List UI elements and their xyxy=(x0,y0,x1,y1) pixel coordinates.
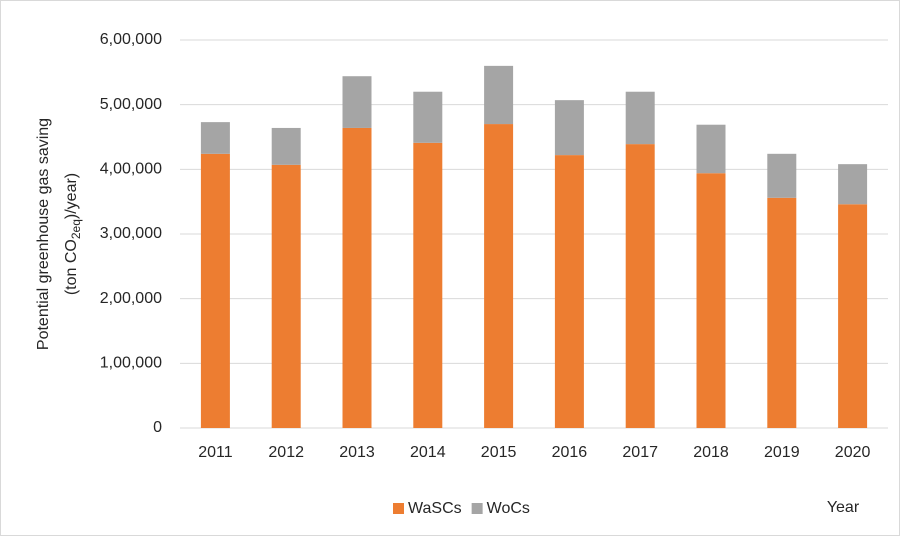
x-tick-label: 2015 xyxy=(481,444,517,461)
legend-swatch xyxy=(393,503,404,514)
legend-label: WaSCs xyxy=(408,500,462,517)
bar-segment xyxy=(838,164,868,205)
x-tick-label: 2018 xyxy=(693,444,729,461)
bar-segment xyxy=(200,122,230,154)
y-tick-label: 5,00,000 xyxy=(100,96,162,113)
bar-segment xyxy=(342,127,372,429)
bar-segment xyxy=(271,127,301,165)
y-axis-label-sub: 2eq xyxy=(69,219,83,239)
x-tick-label: 2011 xyxy=(198,444,233,461)
bar-segment xyxy=(554,155,584,428)
y-tick-label: 4,00,000 xyxy=(100,161,162,178)
bar-segment xyxy=(413,142,443,428)
bar-segment xyxy=(484,124,514,429)
bar-segment xyxy=(554,100,584,156)
x-tick-label: 2013 xyxy=(339,444,375,461)
x-tick-label: 2017 xyxy=(622,444,658,461)
y-axis-label: Potential greenhouse gas saving xyxy=(35,118,52,350)
y-tick-label: 6,00,000 xyxy=(100,31,162,48)
legend-label: WoCs xyxy=(487,500,530,517)
y-tick-label: 0 xyxy=(153,419,162,436)
bar-segment xyxy=(696,124,726,174)
x-tick-label: 2016 xyxy=(552,444,588,461)
y-tick-label: 1,00,000 xyxy=(100,355,162,372)
y-axis-label: (ton CO2eq)/year) xyxy=(63,173,83,295)
bar-segment xyxy=(767,197,797,428)
bar-segment xyxy=(838,204,868,428)
bar-segment xyxy=(625,144,655,428)
legend-swatch xyxy=(471,503,483,514)
bar-segment xyxy=(271,164,301,428)
x-tick-label: 2019 xyxy=(764,444,800,461)
y-axis-label-part: (ton CO xyxy=(63,239,80,295)
bar-segment xyxy=(767,153,797,198)
bar-segment xyxy=(625,91,655,145)
y-tick-label: 2,00,000 xyxy=(100,290,162,307)
bar-segment xyxy=(413,91,443,143)
bar-segment xyxy=(342,76,372,128)
bar-segment xyxy=(696,173,726,428)
y-axis-label-part: )/year) xyxy=(63,173,80,219)
x-tick-label: 2012 xyxy=(268,444,304,461)
x-tick-label: 2020 xyxy=(835,444,871,461)
bar-segment xyxy=(200,153,230,428)
x-tick-label: 2014 xyxy=(410,444,446,461)
x-axis-label: Year xyxy=(827,499,860,516)
y-tick-label: 3,00,000 xyxy=(100,225,162,242)
bar-segment xyxy=(484,65,514,125)
